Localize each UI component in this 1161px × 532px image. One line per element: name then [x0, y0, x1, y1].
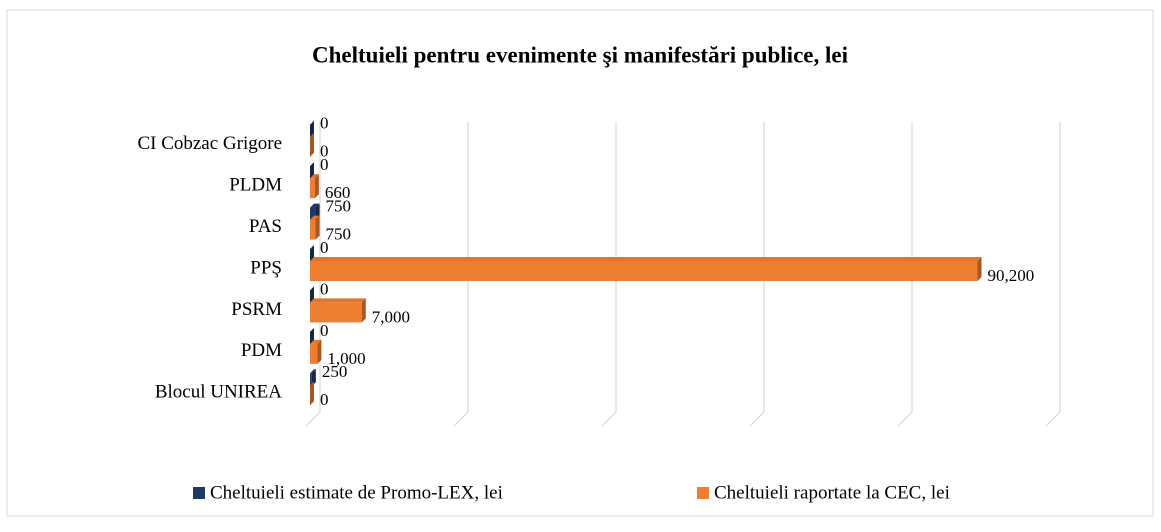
bar	[310, 298, 366, 323]
bar-face	[310, 219, 316, 240]
bar	[310, 162, 314, 180]
bar	[310, 339, 322, 364]
bar-face	[310, 261, 978, 281]
bar-face	[361, 298, 366, 323]
grid-line	[749, 122, 765, 427]
y-tick-label: PLDM	[229, 175, 282, 196]
data-label: 750	[326, 224, 352, 243]
bar-face	[310, 203, 320, 208]
grid-line	[1045, 122, 1061, 427]
bar	[310, 245, 314, 262]
data-label: 0	[320, 155, 329, 174]
bar-face	[310, 132, 314, 157]
bar-face	[310, 245, 314, 262]
bar-face	[310, 207, 316, 221]
data-label: 250	[322, 362, 348, 381]
data-label: 1,000	[327, 349, 365, 368]
data-label: 90,200	[987, 266, 1034, 285]
bar-face	[310, 120, 314, 138]
y-tick-label: PDM	[241, 340, 282, 361]
y-tick-label: PSRM	[231, 299, 282, 320]
data-label: 750	[326, 196, 352, 215]
data-label: 0	[320, 390, 329, 409]
bar-face	[310, 298, 366, 303]
bar-face	[317, 339, 322, 364]
grid-line	[897, 122, 913, 427]
data-label: 0	[320, 238, 329, 257]
bar-face	[977, 257, 982, 281]
legend-swatch	[193, 487, 205, 499]
bar-face	[310, 162, 314, 180]
data-label: 0	[320, 142, 329, 161]
data-label: 0	[320, 279, 329, 298]
data-label: 0	[320, 321, 329, 340]
bar	[310, 381, 314, 406]
data-label: 7,000	[372, 307, 410, 326]
bar	[310, 286, 314, 304]
bar	[310, 132, 314, 157]
y-tick-label: PPŞ	[250, 257, 282, 278]
grid-line	[453, 122, 469, 427]
legend-label: Cheltuieli raportate la CEC, lei	[714, 482, 950, 503]
bar	[310, 369, 316, 387]
y-tick-label: CI Cobzac Grigore	[137, 133, 282, 154]
bar-face	[310, 257, 982, 261]
legend-label: Cheltuieli estimate de Promo-LEX, lei	[210, 482, 503, 503]
y-tick-label: Blocul UNIREA	[155, 382, 282, 403]
bar-face	[310, 339, 322, 344]
bar-face	[310, 381, 314, 406]
bar-face	[310, 178, 315, 199]
bar	[310, 327, 314, 345]
bar-face	[310, 302, 362, 323]
data-label: 660	[325, 183, 351, 202]
bar-face	[310, 215, 320, 220]
bar-face	[310, 174, 319, 179]
bar-face	[311, 369, 316, 387]
grid-line	[601, 122, 617, 427]
bar-face	[310, 327, 314, 345]
data-label: 0	[320, 114, 329, 133]
y-tick-label: PAS	[249, 216, 282, 237]
bar-face	[310, 369, 316, 374]
bar-face	[310, 373, 312, 387]
bar	[310, 174, 319, 199]
bar	[310, 257, 982, 281]
axis-line	[305, 122, 321, 427]
bar-face	[314, 174, 319, 199]
bar-face	[315, 215, 320, 240]
bar-face	[310, 343, 318, 364]
legend-swatch	[697, 487, 709, 499]
bar	[310, 120, 314, 138]
bar	[310, 215, 320, 240]
chart-title: Cheltuieli pentru evenimente şi manifest…	[312, 42, 849, 67]
bar-face	[310, 286, 314, 304]
